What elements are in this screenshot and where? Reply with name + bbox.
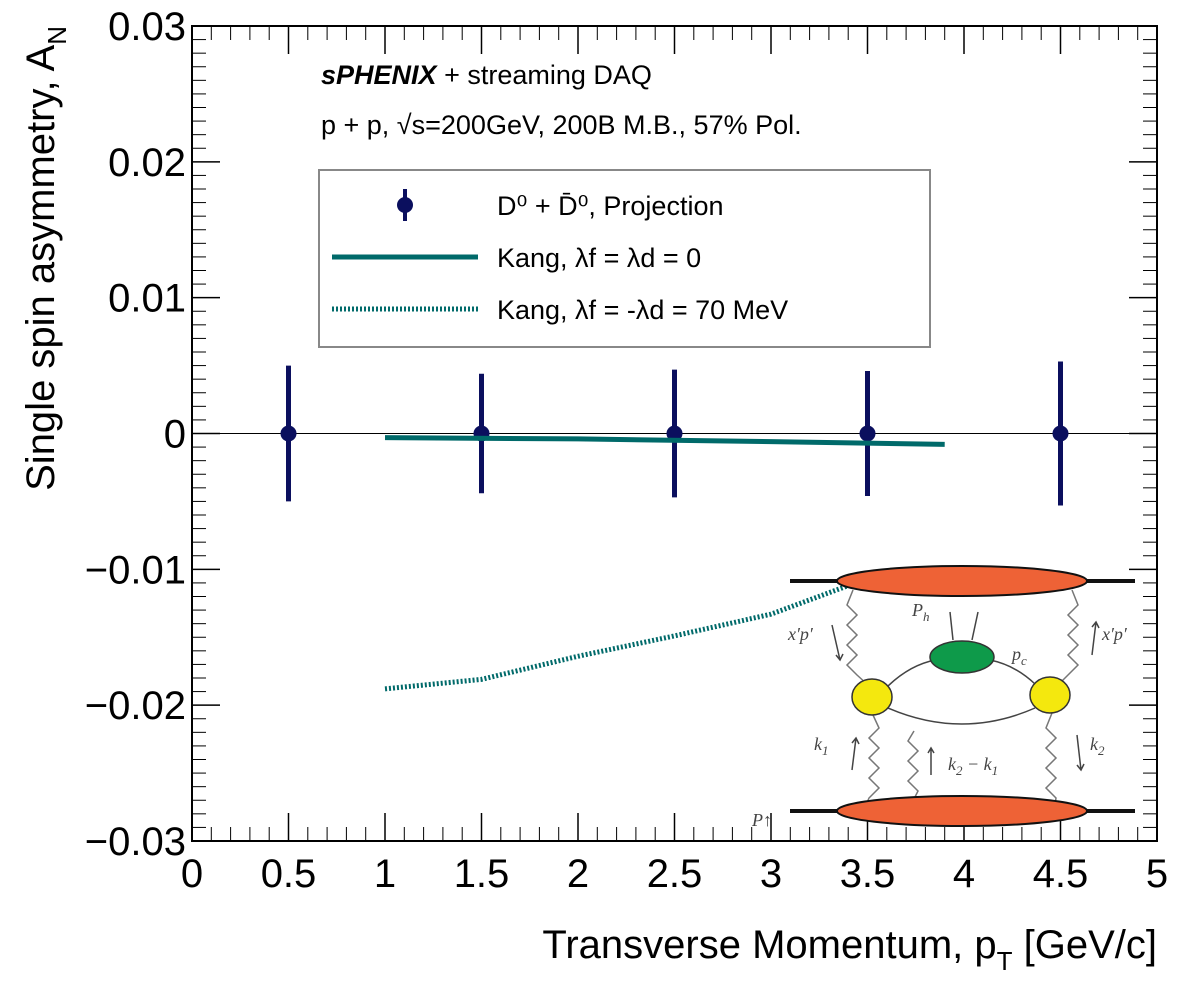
x-label-sub: T: [997, 946, 1013, 976]
data-point: [859, 425, 876, 442]
x-tick-label: 0: [181, 852, 203, 896]
legend-marker: [397, 197, 413, 213]
x-tick-label: 3.5: [840, 852, 896, 896]
line-series: [384, 583, 850, 692]
x-tick-label: 4: [953, 852, 975, 896]
y-axis-label: Single spin asymmetry, AN: [19, 26, 72, 491]
inset-label: pc: [1010, 644, 1027, 668]
x-label: Transverse Momentum, p: [542, 923, 996, 967]
x-tick-label: 5: [1146, 852, 1168, 896]
x-tick-label: 3: [760, 852, 782, 896]
inset-label: k: [814, 734, 823, 754]
vertex-blob: [1029, 676, 1071, 714]
inset-label: x′p′: [787, 624, 814, 644]
gluon-lines: [845, 589, 1080, 806]
x-tick-label: 2.5: [647, 852, 703, 896]
inset-label-sub: 2: [956, 763, 963, 778]
annotation: p + p, √s=200GeV, 200B M.B., 57% Pol.: [321, 110, 802, 140]
legend-label: D⁰ + D̄⁰, Projection: [497, 191, 723, 221]
inset-label: k: [948, 754, 957, 774]
inset-label-sub: h: [923, 609, 930, 624]
y-tick-label: −0.03: [85, 820, 186, 864]
inset-label: Ph: [911, 600, 930, 624]
line-series: [384, 435, 945, 447]
inset-label: k: [1090, 734, 1099, 754]
inset-label-sub: 1: [822, 743, 829, 758]
data-point: [1052, 425, 1069, 442]
inset-label: k2 − k1: [948, 754, 998, 778]
x-tick-label: 2: [567, 852, 589, 896]
inset-label-sub: 2: [1098, 743, 1105, 758]
y-label: Single spin asymmetry, A: [19, 44, 63, 490]
proton-blob: [836, 795, 1088, 827]
inset-label-sub: 1: [992, 763, 999, 778]
annotation: sPHENIX + streaming DAQ: [321, 60, 652, 90]
x-label-end: [GeV/c]: [1013, 923, 1158, 967]
inset-label: − k: [963, 754, 993, 774]
quark-lines: [887, 611, 1036, 725]
inset-label: P↑: [751, 810, 772, 830]
inset-label: k2: [1090, 734, 1105, 758]
y-label-sub: N: [42, 26, 72, 45]
x-tick-label: 1: [374, 852, 396, 896]
x-axis-label: Transverse Momentum, pT [GeV/c]: [542, 923, 1157, 976]
legend-label: Kang, λf = -λd = 70 MeV: [497, 295, 788, 325]
x-tick-label: 4.5: [1033, 852, 1089, 896]
proton-blob: [836, 565, 1088, 597]
annotation-bold: sPHENIX: [321, 60, 439, 90]
y-tick-label: 0.03: [108, 5, 186, 49]
inset-label-sub: c: [1021, 653, 1027, 668]
y-tick-label: −0.02: [85, 684, 186, 728]
vertex-blob: [851, 678, 893, 716]
data-point: [666, 425, 683, 442]
inset-label: k1: [814, 734, 829, 758]
data-point: [280, 425, 297, 442]
fragmentation-blob: [929, 640, 995, 674]
momentum-arrows: [831, 620, 1100, 775]
annotation-rest: + streaming DAQ: [444, 60, 652, 90]
y-tick-label: 0.02: [108, 141, 186, 185]
inset-label: p: [1010, 644, 1021, 664]
y-tick-label: −0.01: [85, 548, 186, 592]
x-tick-label: 0.5: [261, 852, 317, 896]
inset-label: P: [911, 600, 923, 620]
inset-label: x′p′: [1101, 624, 1128, 644]
plot-frame: [191, 25, 1158, 842]
y-tick-label: 0.01: [108, 277, 186, 321]
legend-label: Kang, λf = λd = 0: [497, 243, 701, 273]
feynman-diagram: x′p′ Ph pc x′p′ k1 k2 − k1 k2 P↑: [751, 565, 1135, 830]
y-tick-label: 0: [164, 413, 186, 457]
x-tick-label: 1.5: [454, 852, 510, 896]
beam-lines: [790, 579, 1135, 813]
